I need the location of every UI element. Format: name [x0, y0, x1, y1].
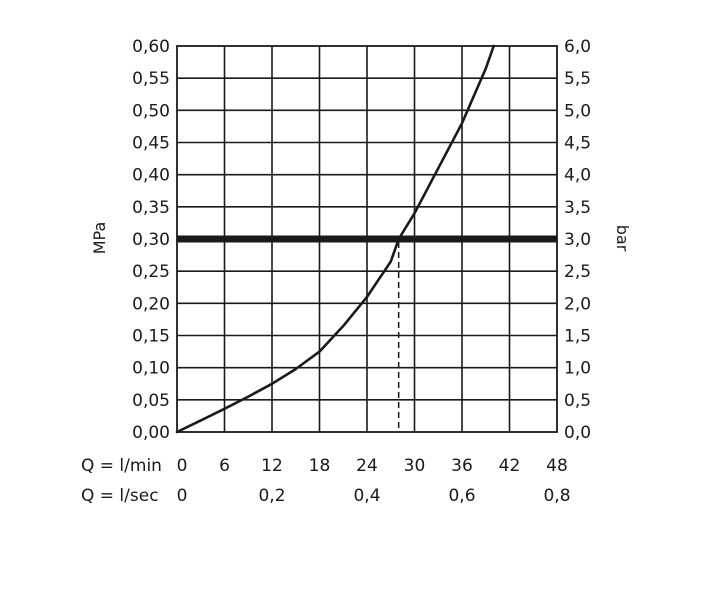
- y-left-tick-label: 0,20: [132, 294, 170, 314]
- y-right-tick-label: 2,5: [564, 262, 591, 282]
- x-lmin-tick-label: 24: [356, 456, 378, 476]
- x-lsec-tick-label: 0,6: [448, 486, 475, 506]
- x-lsec-tick-label: 0,4: [353, 486, 380, 506]
- y-left-tick-label: 0,15: [132, 327, 170, 347]
- y-left-tick-label: 0,25: [132, 262, 170, 282]
- y-right-tick-label: 2,0: [564, 294, 591, 314]
- x-lmin-tick-label: 48: [546, 456, 568, 476]
- x-lmin-tick-label: 36: [451, 456, 473, 476]
- x-lmin-tick-label: 0: [177, 456, 188, 476]
- x-lmin-tick-label: 18: [309, 456, 331, 476]
- y-left-tick-label: 0,40: [132, 166, 170, 186]
- y-right-axis-label: bar: [613, 225, 632, 252]
- x-lsec-row-label: Q = l/sec: [81, 486, 159, 506]
- y-right-tick-label: 3,5: [564, 198, 591, 218]
- y-left-axis-label: MPa: [90, 222, 109, 255]
- x-lmin-row-label: Q = l/min: [81, 456, 162, 476]
- y-right-tick-label: 6,0: [564, 37, 591, 57]
- y-left-tick-label: 0,10: [132, 359, 170, 379]
- y-right-tick-label: 5,0: [564, 101, 591, 121]
- x-lsec-tick-label: 0: [177, 486, 188, 506]
- x-lmin-tick-labels: 0 6 12 18 24 30 36 42 48: [177, 456, 568, 476]
- y-right-tick-label: 5,5: [564, 69, 591, 89]
- x-lsec-tick-label: 0,8: [543, 486, 570, 506]
- y-left-tick-label: 0,35: [132, 198, 170, 218]
- y-right-tick-labels: 0,0 0,5 1,0 1,5 2,0 2,5 3,0 3,5 4,0 4,5 5,0 5,5 6,0: [564, 37, 591, 443]
- x-lmin-tick-label: 42: [499, 456, 521, 476]
- y-right-tick-label: 1,0: [564, 359, 591, 379]
- plot-frame: [176, 45, 558, 433]
- y-right-tick-label: 1,5: [564, 327, 591, 347]
- y-right-tick-label: 0,0: [564, 423, 591, 443]
- y-right-tick-label: 4,5: [564, 134, 591, 154]
- x-lsec-tick-labels: 0 0,2 0,4 0,6 0,8: [177, 486, 571, 506]
- x-lmin-tick-label: 30: [404, 456, 426, 476]
- y-left-tick-label: 0,55: [132, 69, 170, 89]
- y-left-tick-label: 0,30: [132, 230, 170, 250]
- y-left-tick-label: 0,60: [132, 37, 170, 57]
- y-right-tick-label: 4,0: [564, 166, 591, 186]
- flow-curve: [175, 44, 496, 434]
- y-left-tick-label: 0,05: [132, 391, 170, 411]
- x-lmin-tick-label: 12: [261, 456, 283, 476]
- x-lsec-tick-label: 0,2: [258, 486, 285, 506]
- y-left-tick-label: 0,00: [132, 423, 170, 443]
- y-left-tick-labels: 0,00 0,05 0,10 0,15 0,20 0,25 0,30 0,35 0,40 0,45…: [132, 37, 170, 443]
- x-lmin-tick-label: 6: [219, 456, 230, 476]
- y-right-tick-label: 0,5: [564, 391, 591, 411]
- y-left-tick-label: 0,50: [132, 101, 170, 121]
- y-right-tick-label: 3,0: [564, 230, 591, 250]
- curve-layer: [175, 44, 557, 434]
- y-left-tick-label: 0,45: [132, 134, 170, 154]
